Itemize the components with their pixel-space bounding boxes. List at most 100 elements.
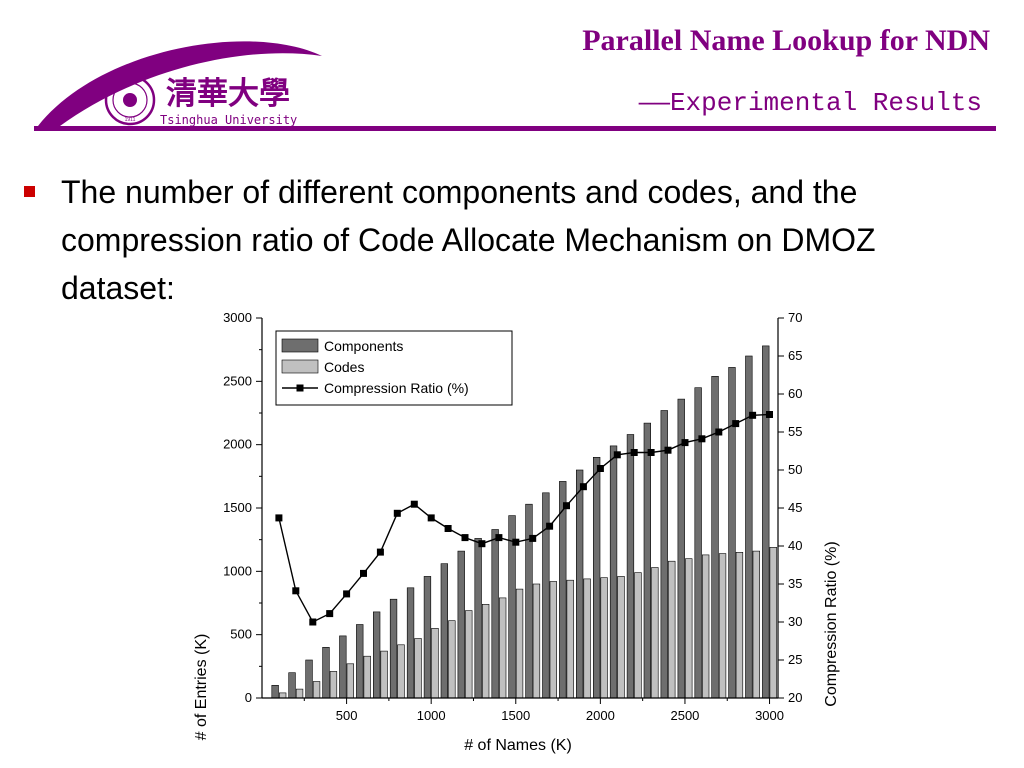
bar-codes xyxy=(634,572,642,699)
bullet-text: The number of different components and c… xyxy=(61,174,876,306)
ratio-point xyxy=(444,525,452,532)
entries-ratio-chart: 0 500 1000 1500 2000 2500 3000 20 25 30 35 40 45 50 55… xyxy=(193,310,840,754)
y-axis-label: # of Entries (K) xyxy=(193,634,210,741)
bar-components xyxy=(694,387,702,699)
bar-codes xyxy=(329,671,338,699)
y2-tick-label: 45 xyxy=(788,500,802,515)
x-tick-label: 500 xyxy=(336,708,358,723)
y2-axis-label: Compression Ratio (%) xyxy=(823,541,840,706)
ratio-point xyxy=(698,435,706,443)
y-tick-label: 3000 xyxy=(223,310,252,325)
bar-codes xyxy=(295,688,304,699)
bar-components xyxy=(288,672,296,699)
chart-ticks: 0 500 1000 1500 2000 2500 3000 20 25 30 35 40 45 50 55… xyxy=(223,310,802,723)
bar-components xyxy=(305,659,313,699)
ratio-point xyxy=(749,411,757,419)
bar-codes xyxy=(515,588,524,699)
bar-codes xyxy=(769,547,777,699)
bar-codes xyxy=(279,692,287,699)
y2-tick-label: 30 xyxy=(788,614,802,629)
bar-codes xyxy=(651,567,659,699)
bar-codes xyxy=(668,560,676,699)
ratio-point xyxy=(613,451,621,459)
bar-codes xyxy=(498,597,507,699)
y-tick-label: 2500 xyxy=(223,373,252,388)
y-tick-label: 0 xyxy=(245,690,252,705)
bar-components xyxy=(457,550,465,699)
ratio-point xyxy=(427,514,435,522)
bar-components xyxy=(423,576,432,699)
x-tick-label: 1500 xyxy=(501,708,530,723)
y-tick-label: 500 xyxy=(230,627,252,642)
x-tick-label: 2500 xyxy=(670,708,699,723)
x-tick-label: 3000 xyxy=(755,708,784,723)
bar-codes xyxy=(532,583,541,699)
bar-components xyxy=(474,538,482,699)
ratio-point xyxy=(546,522,554,530)
ratio-point xyxy=(732,420,740,428)
ratio-point xyxy=(478,540,486,548)
bar-components xyxy=(339,635,347,699)
tsinghua-logo: 1911 清華大學 Tsinghua University xyxy=(38,41,322,127)
bar-components xyxy=(373,611,381,699)
ratio-point xyxy=(596,465,604,472)
bar-codes xyxy=(346,663,354,699)
page-title: Parallel Name Lookup for NDN xyxy=(582,24,990,57)
logo-english-name: Tsinghua University xyxy=(160,113,297,127)
y2-tick-label: 65 xyxy=(788,348,802,363)
bar-codes xyxy=(600,577,608,699)
bar-components xyxy=(745,355,753,699)
ratio-point xyxy=(309,618,317,626)
y-tick-label: 1500 xyxy=(223,500,252,515)
ratio-point xyxy=(529,534,537,542)
bar-codes xyxy=(566,579,574,699)
bar-components xyxy=(491,529,499,699)
ratio-point xyxy=(410,500,418,508)
bar-components xyxy=(609,445,618,699)
legend-swatch-ratio-marker xyxy=(296,384,304,392)
y2-tick-label: 25 xyxy=(788,652,802,667)
ratio-point xyxy=(376,548,384,556)
bar-codes xyxy=(685,558,693,699)
bar-components xyxy=(626,434,635,699)
ratio-point xyxy=(393,509,401,517)
bar-codes xyxy=(431,627,439,699)
y2-tick-label: 35 xyxy=(788,576,802,591)
tsinghua-seal-icon: 1911 xyxy=(104,74,156,126)
y2-tick-label: 40 xyxy=(788,538,802,553)
bar-codes xyxy=(617,576,625,699)
legend-label-codes: Codes xyxy=(324,359,364,375)
compression-ratio-line xyxy=(275,411,773,626)
bar-components xyxy=(322,646,330,699)
ratio-point xyxy=(343,590,351,598)
bar-components xyxy=(592,457,601,699)
ratio-point xyxy=(715,428,723,436)
bullet-square-icon xyxy=(24,186,35,197)
ratio-point xyxy=(579,483,587,491)
bar-components xyxy=(271,684,279,699)
legend-label-ratio: Compression Ratio (%) xyxy=(324,380,469,396)
bar-components xyxy=(575,469,584,699)
ratio-point xyxy=(664,446,672,454)
bar-codes xyxy=(312,681,321,699)
bar-codes xyxy=(718,553,727,699)
seal-year: 1911 xyxy=(125,117,136,123)
bar-codes xyxy=(735,552,744,699)
x-tick-label: 1000 xyxy=(417,708,446,723)
bar-codes xyxy=(380,650,388,699)
x-tick-label: 2000 xyxy=(586,708,615,723)
legend-label-components: Components xyxy=(324,338,403,354)
ratio-point xyxy=(461,534,469,542)
y2-tick-label: 50 xyxy=(788,462,802,477)
bar-components xyxy=(711,376,719,699)
y2-tick-label: 55 xyxy=(788,424,802,439)
ratio-point xyxy=(630,449,638,456)
legend-swatch-components xyxy=(281,338,319,353)
bar-components xyxy=(440,563,448,699)
bar-components xyxy=(356,624,364,699)
bar-codes xyxy=(448,620,456,699)
x-axis-label: # of Names (K) xyxy=(464,737,572,754)
ratio-point xyxy=(495,534,503,542)
bar-components xyxy=(525,503,533,699)
bar-group xyxy=(271,345,777,699)
